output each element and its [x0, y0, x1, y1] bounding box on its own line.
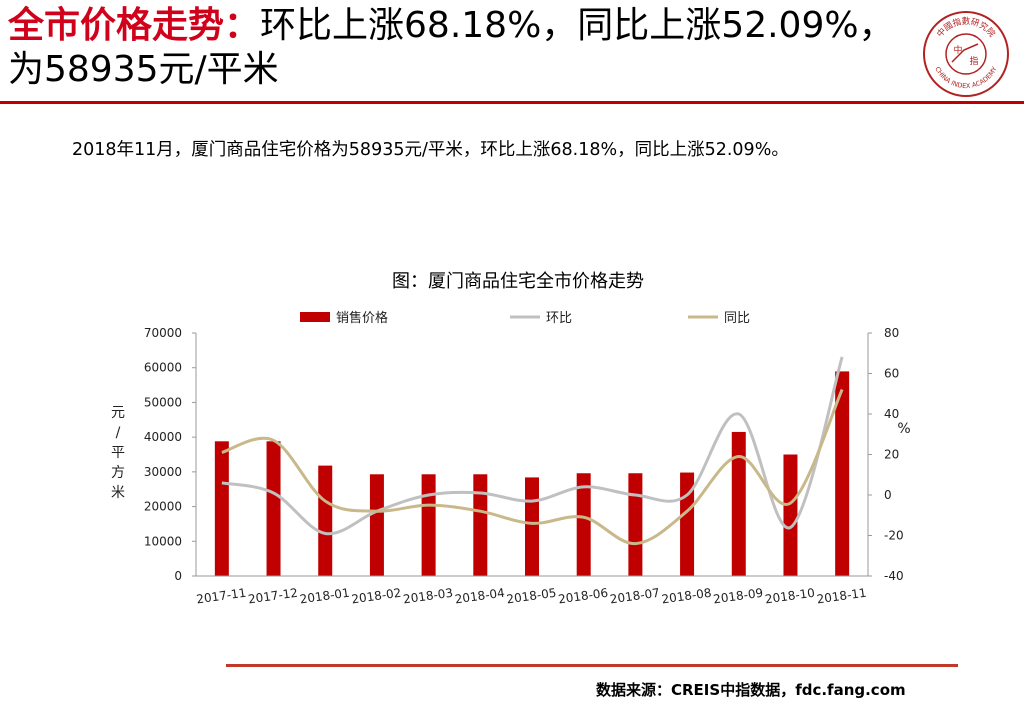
bar-2018-04 [473, 474, 488, 576]
right-tick-label: 40 [884, 407, 899, 421]
bar-2018-05 [525, 477, 539, 576]
legend-label: 环比 [546, 311, 572, 326]
bar-2017-12 [266, 441, 281, 576]
x-tick-label: 2018-05 [506, 586, 558, 607]
x-tick-label: 2018-07 [609, 586, 661, 607]
title-rest: 环比上涨68.18%，同比上涨52.09%，为58935元/平米 [8, 5, 895, 90]
x-tick-label: 2018-08 [661, 586, 713, 607]
line-series-2 [221, 388, 844, 546]
bar-2018-06 [576, 473, 591, 576]
x-tick-label: 2018-11 [816, 586, 868, 607]
bar-2018-03 [421, 474, 436, 576]
x-tick-label: 2017-12 [247, 586, 299, 607]
china-index-academy-logo-icon: 中國指數研究院 CHINA INDEX ACADEMY 中 指 [923, 11, 1009, 97]
chart-axes: 0 10000 20000 30000 40000 50000 60000 70000 -40 -… [111, 326, 911, 606]
bar-2018-02 [369, 474, 384, 576]
x-tick-label: 2018-10 [764, 586, 816, 607]
bar-2018-09 [731, 431, 746, 576]
left-tick-label: 40000 [144, 430, 182, 444]
bar-2017-11 [214, 441, 229, 576]
bar-2018-10 [783, 454, 798, 576]
x-tick-label: 2018-09 [712, 586, 764, 607]
right-tick-label: -20 [884, 529, 904, 543]
legend-swatch-bar [300, 312, 330, 322]
logo-char-b: 指 [969, 55, 978, 67]
x-tick-label: 2018-03 [402, 586, 454, 607]
bar-2018-07 [628, 473, 643, 576]
y-axis-label: 元/平方米 [111, 405, 125, 501]
footer-divider [226, 664, 958, 667]
y-axis-right-label: % [897, 421, 910, 437]
x-tick-label: 2018-02 [351, 586, 403, 607]
x-tick-label: 2018-06 [557, 586, 609, 607]
right-tick-label: 20 [884, 448, 899, 462]
logo-char-a: 中 [953, 44, 962, 56]
legend-label: 销售价格 [336, 310, 388, 326]
bar-series [214, 371, 850, 576]
right-tick-label: 0 [884, 488, 892, 502]
right-tick-label: 60 [884, 367, 899, 381]
bar-2018-01 [318, 465, 333, 576]
left-tick-label: 20000 [144, 500, 182, 514]
bar-2018-11 [835, 371, 850, 576]
chart-legend: 销售价格 环比 同比 [300, 310, 750, 326]
slide-title: 全市价格走势：环比上涨68.18%，同比上涨52.09%，为58935元/平米 [8, 4, 908, 92]
x-tick-label: 2018-01 [299, 586, 351, 607]
left-tick-label: 50000 [144, 395, 182, 409]
x-tick-label: 2017-11 [195, 586, 247, 607]
summary-text: 2018年11月，厦门商品住宅价格为58935元/平米，环比上涨68.18%，同… [72, 140, 789, 160]
data-source-note: 数据来源：CREIS中指数据，fdc.fang.com [596, 681, 906, 699]
line-series [221, 356, 844, 546]
title-highlight: 全市价格走势： [8, 5, 261, 46]
price-trend-chart: 图：厦门商品住宅全市价格走势 销售价格 环比 同比 0 10000 20000 30000… [111, 271, 911, 606]
chart-title: 图：厦门商品住宅全市价格走势 [392, 271, 644, 292]
x-tick-label: 2018-04 [454, 586, 506, 607]
left-tick-label: 30000 [144, 465, 182, 479]
title-divider [0, 101, 1024, 104]
left-tick-label: 60000 [144, 361, 182, 375]
logo-text-bottom: CHINA INDEX ACADEMY [933, 65, 998, 90]
left-tick-label: 70000 [144, 326, 182, 340]
right-tick-label: -40 [884, 569, 904, 583]
legend-label: 同比 [724, 311, 750, 326]
left-tick-label: 0 [174, 569, 182, 583]
right-tick-label: 80 [884, 326, 899, 340]
left-tick-label: 10000 [144, 534, 182, 548]
